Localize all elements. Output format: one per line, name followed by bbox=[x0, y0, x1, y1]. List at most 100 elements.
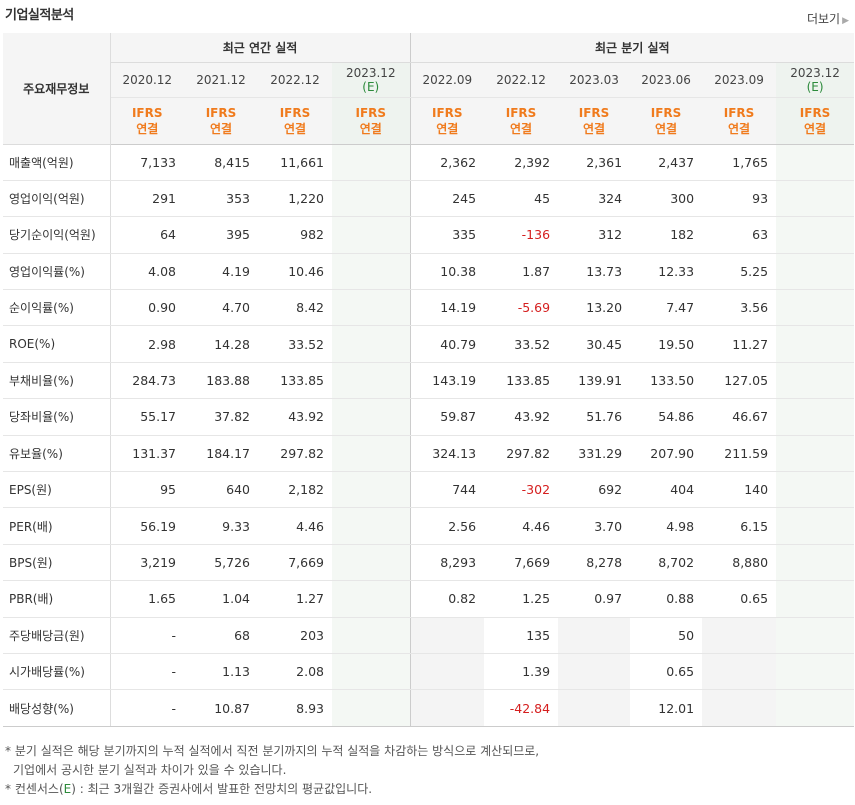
table-row: PBR(배) 1.65 1.04 1.27 0.82 1.25 0.97 0.88 0.65 bbox=[3, 580, 855, 618]
data-cell: 30.45 bbox=[558, 325, 631, 363]
data-cell bbox=[332, 471, 411, 509]
table-row: 당좌비율(%) 55.17 37.82 43.92 59.87 43.92 51.76 54.… bbox=[3, 398, 855, 436]
data-cell bbox=[776, 252, 855, 291]
accounting-basis: IFRS 연결 bbox=[702, 97, 777, 145]
data-cell: 324 bbox=[558, 180, 631, 218]
data-cell: 1,220 bbox=[258, 180, 332, 218]
data-cell bbox=[332, 252, 411, 291]
data-cell bbox=[776, 653, 855, 691]
data-cell: 143.19 bbox=[409, 361, 485, 400]
data-cell bbox=[776, 544, 855, 582]
data-cell: 5.25 bbox=[702, 252, 777, 291]
data-cell: 1.04 bbox=[184, 580, 258, 618]
data-cell: 207.90 bbox=[630, 435, 703, 473]
row-label: 시가배당률(%) bbox=[3, 653, 111, 691]
period-header-estimate: 2023.12 (E) bbox=[776, 62, 855, 98]
data-cell: 8,880 bbox=[702, 544, 777, 582]
data-cell: 59.87 bbox=[409, 398, 485, 436]
table-row: 순이익률(%) 0.90 4.70 8.42 14.19 -5.69 13.20 7.47 3.… bbox=[3, 289, 855, 327]
data-cell: 2,392 bbox=[484, 144, 559, 181]
table-row: 시가배당률(%) -1.13 2.08 1.39 0.65 bbox=[3, 653, 855, 691]
data-cell: 43.92 bbox=[484, 398, 559, 436]
data-cell: 0.65 bbox=[702, 580, 777, 618]
data-cell bbox=[776, 361, 855, 400]
data-cell: 33.52 bbox=[484, 325, 559, 363]
table-row: 영업이익률(%) 4.08 4.19 10.46 10.38 1.87 13.73 12.33… bbox=[3, 252, 855, 291]
data-cell: 353 bbox=[184, 180, 258, 218]
table-row: 당기순이익(억원) 64 395 982 335 -136 312 182 63 bbox=[3, 216, 855, 254]
data-cell: 8.42 bbox=[258, 289, 332, 327]
data-cell bbox=[776, 398, 855, 436]
period-header-estimate: 2023.12 (E) bbox=[332, 62, 411, 98]
period-header: 2023.03 bbox=[558, 62, 631, 98]
data-cell: 182 bbox=[630, 216, 703, 254]
data-cell: 982 bbox=[258, 216, 332, 254]
accounting-basis: IFRS 연결 bbox=[110, 97, 184, 145]
data-cell: 11,661 bbox=[258, 144, 332, 181]
period-header: 2022.09 bbox=[409, 62, 485, 98]
data-cell bbox=[409, 689, 485, 727]
data-cell: 0.90 bbox=[110, 289, 184, 327]
data-cell: 4.98 bbox=[630, 507, 703, 545]
data-cell: 211.59 bbox=[702, 435, 777, 473]
data-cell: 95 bbox=[110, 471, 184, 509]
data-cell bbox=[409, 616, 485, 654]
more-link[interactable]: 더보기 ▶ bbox=[807, 10, 849, 27]
table-row: 주당배당금(원) -68 203 135 50 bbox=[3, 616, 855, 654]
data-cell: - bbox=[110, 616, 184, 654]
data-cell: 127.05 bbox=[702, 361, 777, 400]
data-cell: 33.52 bbox=[258, 325, 332, 363]
data-cell bbox=[332, 580, 411, 618]
data-cell bbox=[776, 689, 855, 727]
data-cell bbox=[776, 435, 855, 473]
data-cell bbox=[332, 216, 411, 254]
data-cell: 4.46 bbox=[484, 507, 559, 545]
data-cell: 54.86 bbox=[630, 398, 703, 436]
data-cell bbox=[558, 689, 631, 727]
data-cell: 8,702 bbox=[630, 544, 703, 582]
data-cell: 1.65 bbox=[110, 580, 184, 618]
data-cell: 1.13 bbox=[184, 653, 258, 691]
row-label: 영업이익률(%) bbox=[3, 252, 111, 291]
period-header: 2020.12 bbox=[110, 62, 184, 98]
data-cell: 3,219 bbox=[110, 544, 184, 582]
data-cell: 183.88 bbox=[184, 361, 258, 400]
data-cell bbox=[332, 144, 411, 181]
table-row: EPS(원) 95 640 2,182 744 -302 692 404 140 bbox=[3, 471, 855, 509]
accounting-basis: IFRS 연결 bbox=[558, 97, 631, 145]
footnote-1: * 분기 실적은 해당 분기까지의 누적 실적에서 직전 분기까지의 누적 실적… bbox=[5, 744, 540, 758]
data-cell: 19.50 bbox=[630, 325, 703, 363]
row-label: PER(배) bbox=[3, 507, 111, 545]
data-cell: 2.56 bbox=[409, 507, 485, 545]
data-cell bbox=[332, 689, 411, 727]
data-cell: 3.56 bbox=[702, 289, 777, 327]
data-cell: 14.19 bbox=[409, 289, 485, 327]
data-cell: 8.93 bbox=[258, 689, 332, 727]
data-cell: 45 bbox=[484, 180, 559, 218]
row-label: EPS(원) bbox=[3, 471, 111, 509]
data-cell bbox=[558, 616, 631, 654]
data-cell: 10.87 bbox=[184, 689, 258, 727]
more-label: 더보기 bbox=[806, 12, 841, 26]
data-cell: 68 bbox=[184, 616, 258, 654]
data-cell: -136 bbox=[484, 216, 559, 254]
data-cell: 139.91 bbox=[558, 361, 631, 400]
data-cell: 55.17 bbox=[110, 398, 184, 436]
accounting-basis: IFRS 연결 bbox=[484, 97, 559, 145]
data-cell bbox=[776, 289, 855, 327]
data-cell: 3.70 bbox=[558, 507, 631, 545]
data-cell: 203 bbox=[258, 616, 332, 654]
data-cell bbox=[776, 616, 855, 654]
data-cell: 744 bbox=[409, 471, 485, 509]
financial-table: 주요재무정보 최근 연간 실적 최근 분기 실적 2020.12 2021.12… bbox=[3, 33, 855, 727]
data-cell: -302 bbox=[484, 471, 559, 509]
accounting-basis: IFRS 연결 bbox=[184, 97, 258, 145]
data-cell: 324.13 bbox=[409, 435, 485, 473]
data-cell: 43.92 bbox=[258, 398, 332, 436]
data-cell: 395 bbox=[184, 216, 258, 254]
table-row: 배당성향(%) -10.87 8.93 -42.84 12.01 bbox=[3, 689, 855, 727]
data-cell: 13.20 bbox=[558, 289, 631, 327]
row-header-label: 주요재무정보 bbox=[3, 33, 111, 145]
data-cell: 51.76 bbox=[558, 398, 631, 436]
accounting-basis: IFRS 연결 bbox=[332, 97, 411, 145]
